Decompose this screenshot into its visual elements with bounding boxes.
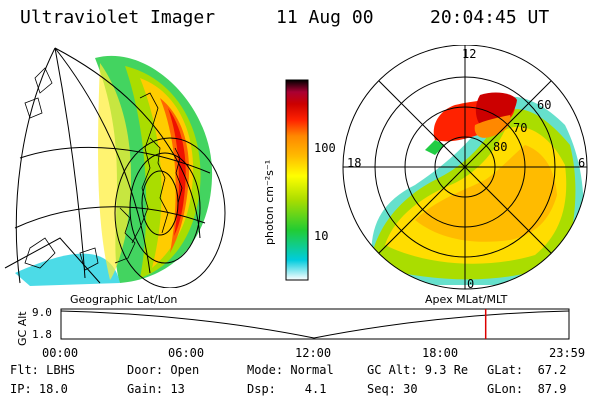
timeline-xtick-3: 18:00	[422, 346, 459, 360]
timeline-ylabel: GC Alt	[16, 311, 29, 346]
lat-label-80: 80	[493, 140, 508, 154]
geo-panel-label: Geographic Lat/Lon	[70, 293, 178, 306]
mlt-label-18: 18	[347, 156, 362, 170]
colorbar-gradient	[285, 79, 309, 281]
timeline-ytick-low: 1.8	[32, 328, 52, 341]
instrument-title: Ultraviolet Imager	[20, 7, 216, 28]
info-glon: GLon: 87.9	[487, 382, 567, 396]
timeline-xtick-4: 23:59	[549, 346, 586, 360]
mlt-label-12: 12	[462, 47, 477, 61]
info-seq: Seq: 30	[367, 382, 418, 396]
lat-label-70: 70	[513, 121, 528, 135]
polar-panel-label: Apex MLat/MLT	[425, 293, 508, 306]
info-mode: Mode: Normal	[247, 363, 334, 377]
polar-emission	[370, 92, 584, 285]
info-ip: IP: 18.0	[10, 382, 68, 396]
colorbar	[285, 79, 309, 281]
timeline-xtick-0: 00:00	[42, 346, 79, 360]
coastlines	[24, 67, 183, 271]
colorbar-tick-10: 10	[314, 229, 329, 243]
info-dsp: Dsp: 4.1	[247, 382, 327, 396]
timeline-frame	[60, 308, 570, 340]
mlt-label-0: 0	[467, 277, 475, 291]
timeline-xtick-2: 12:00	[295, 346, 332, 360]
lat-label-60: 60	[537, 98, 552, 112]
date-label: 11 Aug 00	[276, 7, 374, 28]
altitude-timeline	[60, 308, 570, 340]
geographic-grid	[4, 47, 226, 288]
info-flt: Flt: LBHS	[10, 363, 76, 377]
info-gain: Gain: 13	[127, 382, 185, 396]
polar-image	[342, 45, 588, 290]
info-door: Door: Open	[127, 363, 200, 377]
colorbar-unit-label: photon cm⁻²s⁻¹	[263, 160, 276, 245]
polar-grid	[342, 45, 588, 290]
altitude-curve	[60, 310, 570, 339]
info-glat: GLat: 67.2	[487, 363, 567, 377]
colorbar-tick-100: 100	[314, 141, 336, 155]
info-gc-alt: GC Alt: 9.3 Re	[367, 363, 469, 377]
colorbar-label-holder: photon cm⁻²s⁻¹	[263, 160, 276, 245]
time-label: 20:04:45 UT	[430, 7, 550, 28]
geographic-image	[4, 47, 226, 288]
timeline-xtick-1: 06:00	[168, 346, 205, 360]
timeline-ytick-high: 9.0	[32, 306, 52, 319]
mlt-label-6: 6	[578, 156, 586, 170]
timeline-ylabel-holder: GC Alt	[16, 311, 29, 346]
